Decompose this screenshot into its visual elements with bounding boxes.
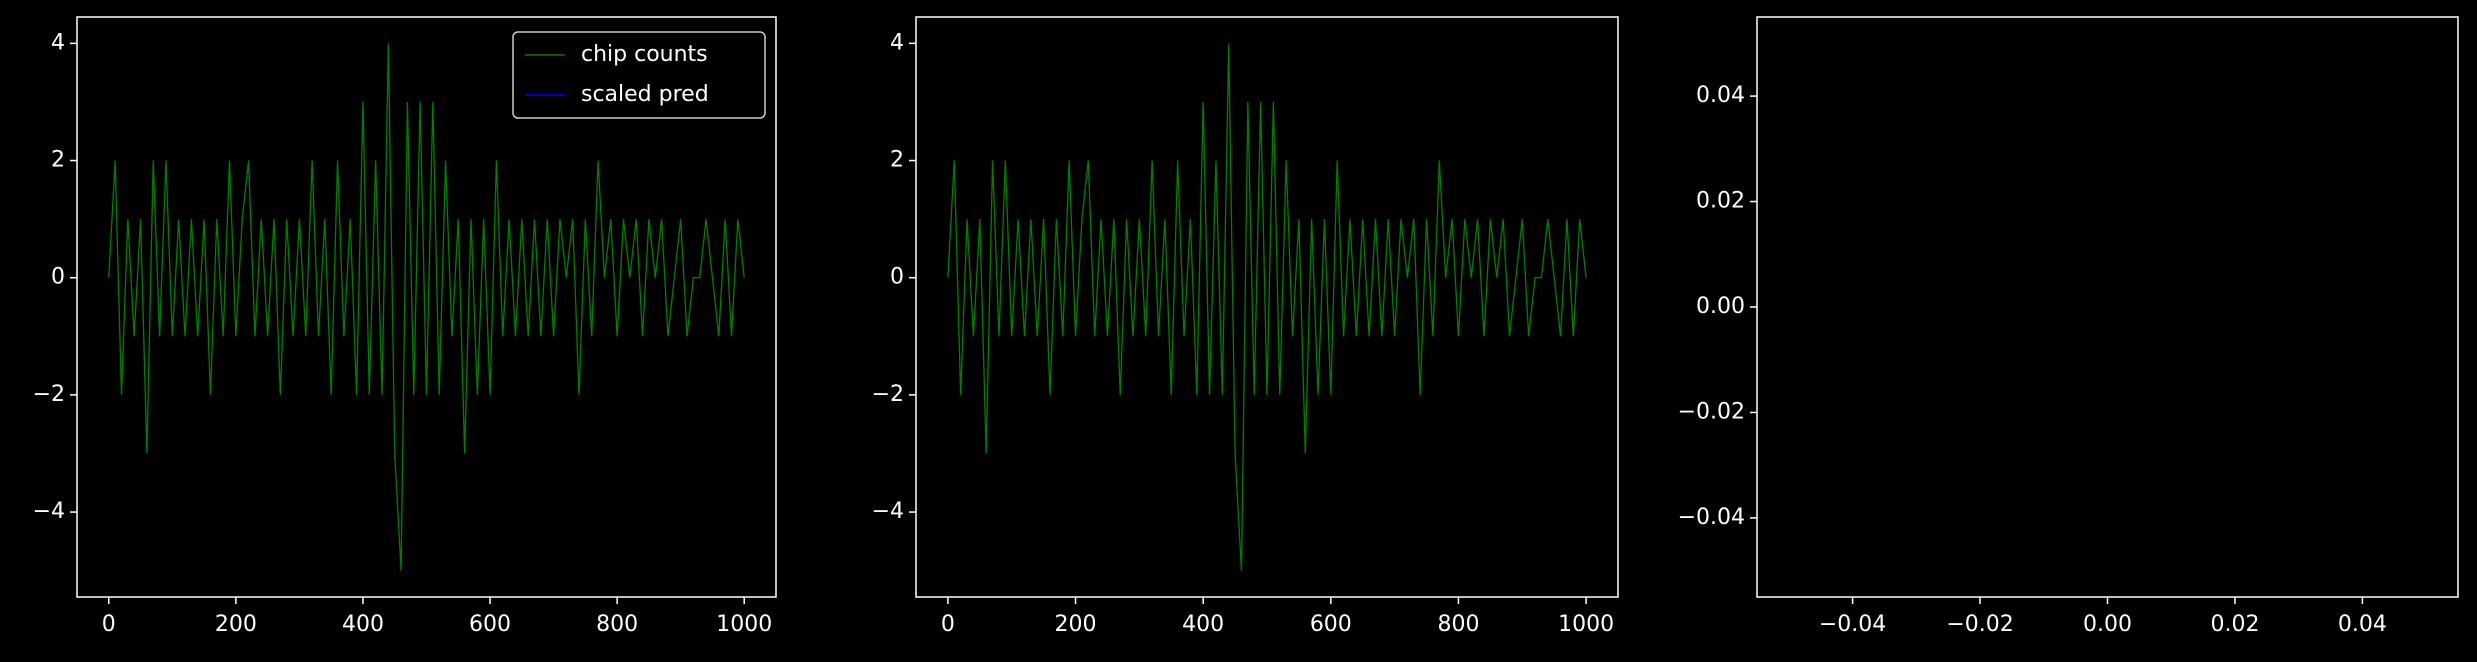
series-line <box>108 43 745 571</box>
x-tick-label: 600 <box>1310 612 1352 637</box>
x-tick-label: 1000 <box>1558 612 1614 637</box>
y-tick-label: 0 <box>890 265 904 290</box>
x-tick-label: 800 <box>1437 612 1479 637</box>
x-tick-label: 1000 <box>716 612 772 637</box>
axes-frame <box>915 16 1619 598</box>
x-tick-label: 0 <box>941 612 955 637</box>
legend-label: chip counts <box>581 42 708 67</box>
y-tick-label: 0.00 <box>1696 294 1745 319</box>
x-tick-label: 600 <box>469 612 511 637</box>
x-tick-label: 0.00 <box>2083 612 2132 637</box>
y-tick-label: −4 <box>872 499 904 524</box>
x-tick-label: −0.04 <box>1819 612 1886 637</box>
subplot: −4 −2 0 2 4 0 200 400 600 800 1000 <box>872 16 1619 637</box>
y-tick-label: −0.04 <box>1678 505 1745 530</box>
x-tick-label: 200 <box>1055 612 1097 637</box>
axes-frame <box>1756 16 2459 598</box>
subplot: −0.04 −0.02 0.00 0.02 0.04 −0.04 −0.02 0.00 0.02… <box>1678 16 2459 637</box>
subplot: −4 −2 0 2 4 0 200 400 600 800 1000 chip counts scale… <box>33 16 777 637</box>
y-tick-label: −0.02 <box>1678 399 1745 424</box>
y-tick-label: −4 <box>33 499 65 524</box>
y-tick-label: 4 <box>51 30 65 55</box>
x-tick-label: 400 <box>1182 612 1224 637</box>
y-tick-label: 2 <box>890 148 904 173</box>
y-tick-label: 0.02 <box>1696 189 1745 214</box>
y-tick-label: −2 <box>33 382 65 407</box>
axes-frame <box>76 16 777 598</box>
y-tick-label: 0 <box>51 265 65 290</box>
x-tick-label: 400 <box>342 612 384 637</box>
y-tick-label: 4 <box>890 30 904 55</box>
series-line <box>947 43 1587 571</box>
x-tick-label: 0 <box>102 612 116 637</box>
y-tick-label: −2 <box>872 382 904 407</box>
x-tick-label: −0.02 <box>1946 612 2013 637</box>
legend-box <box>512 31 766 119</box>
x-tick-label: 800 <box>596 612 638 637</box>
x-tick-label: 0.04 <box>2338 612 2387 637</box>
plot-area <box>916 17 1618 597</box>
x-tick-label: 0.02 <box>2210 612 2259 637</box>
legend-label: scaled pred <box>581 82 709 107</box>
y-tick-label: 2 <box>51 148 65 173</box>
x-tick-label: 200 <box>215 612 257 637</box>
y-tick-label: 0.04 <box>1696 83 1745 108</box>
plot-area <box>1757 17 2458 597</box>
